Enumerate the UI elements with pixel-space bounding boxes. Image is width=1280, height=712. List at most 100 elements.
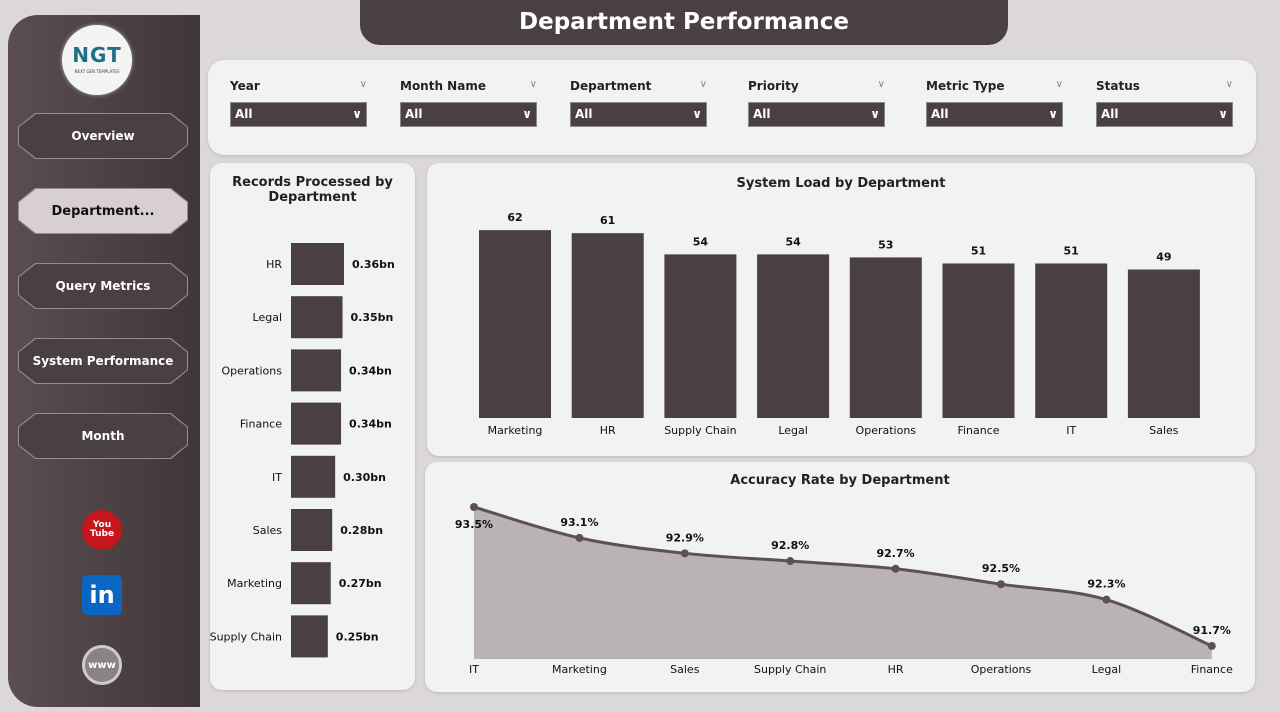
nav-label: Overview — [19, 114, 187, 158]
filter-dropdown[interactable]: All ∨ — [230, 102, 367, 127]
page-title: Department Performance — [360, 0, 1008, 45]
logo-text: NGT — [72, 43, 122, 67]
records-bar[interactable] — [291, 455, 336, 498]
records-bar[interactable] — [291, 402, 342, 445]
x-tick-label: Marketing — [552, 663, 607, 676]
chevron-down-icon[interactable]: ∨ — [359, 79, 367, 90]
bar-data-label: 54 — [693, 235, 709, 248]
globe-icon[interactable]: www — [82, 645, 122, 685]
bar-data-label: 0.34bn — [349, 418, 392, 431]
bar-data-label: 61 — [600, 214, 615, 227]
x-tick-label: Supply Chain — [754, 663, 826, 676]
youtube-icon[interactable]: You Tube — [82, 510, 122, 550]
x-tick-label: Marketing — [488, 424, 543, 437]
records-bar[interactable] — [291, 509, 333, 551]
bar-data-label: 0.34bn — [349, 364, 392, 377]
point-data-label: 92.8% — [771, 539, 809, 552]
chevron-down-icon[interactable]: ∨ — [1055, 79, 1063, 90]
x-tick-label: Finance — [957, 424, 999, 437]
accuracy-point[interactable] — [1102, 595, 1111, 604]
accuracy-point[interactable] — [575, 533, 584, 542]
x-tick-label: Sales — [1149, 424, 1179, 437]
accuracy-point[interactable] — [1207, 641, 1216, 650]
accuracy-point[interactable] — [680, 549, 689, 558]
bar-data-label: 0.27bn — [339, 577, 382, 590]
point-data-label: 92.9% — [666, 531, 704, 544]
system-load-title: System Load by Department — [736, 176, 946, 191]
filter-label: Department — [570, 79, 652, 93]
bar-data-label: 0.35bn — [351, 311, 394, 324]
nav-overviewbutton[interactable]: Overview — [18, 113, 188, 159]
x-tick-label: Legal — [1092, 663, 1121, 676]
accuracy-point[interactable] — [786, 557, 795, 566]
filter-label: Status — [1096, 79, 1140, 93]
records-chart-title: Records Processed by Department — [232, 175, 393, 205]
filter-dropdown[interactable]: All ∨ — [400, 102, 537, 127]
system-load-bar[interactable] — [849, 257, 922, 418]
chevron-down-icon[interactable]: ∨ — [877, 79, 885, 90]
filter-value: All — [575, 107, 593, 121]
chevron-down-icon: ∨ — [870, 107, 880, 121]
x-tick-label: Finance — [1191, 663, 1233, 676]
chevron-down-icon: ∨ — [1218, 107, 1228, 121]
x-tick-label: Operations — [971, 663, 1032, 676]
records-bar[interactable] — [291, 615, 328, 658]
accuracy-point[interactable] — [470, 503, 478, 511]
filter-dropdown[interactable]: All ∨ — [1096, 102, 1233, 127]
system-load-bar[interactable] — [664, 254, 737, 418]
bar-data-label: 51 — [971, 244, 986, 257]
x-tick-label: Operations — [856, 424, 917, 437]
linkedin-icon[interactable]: in — [82, 575, 122, 615]
records-bar[interactable] — [291, 562, 331, 605]
nav-department-button[interactable]: Department... — [18, 188, 188, 234]
filter-priority: Priority ∨ All ∨ — [748, 79, 885, 127]
chevron-down-icon: ∨ — [1048, 107, 1058, 121]
nav-system-performancebutton[interactable]: System Performance — [18, 338, 188, 384]
filter-panel — [208, 60, 1256, 155]
filter-dropdown[interactable]: All ∨ — [926, 102, 1063, 127]
filter-value: All — [1101, 107, 1119, 121]
x-tick-label: IT — [1066, 424, 1076, 437]
nav-query-metricsbutton[interactable]: Query Metrics — [18, 263, 188, 309]
bar-category-label: Marketing — [227, 577, 282, 590]
accuracy-point[interactable] — [997, 580, 1005, 589]
bar-data-label: 49 — [1156, 251, 1171, 264]
filter-label: Year — [230, 79, 260, 93]
system-load-bar[interactable] — [1035, 263, 1108, 418]
bar-data-label: 54 — [785, 235, 801, 248]
bar-category-label: IT — [272, 471, 282, 484]
accuracy-point[interactable] — [891, 564, 900, 573]
system-load-bar[interactable] — [479, 230, 551, 418]
filter-metric-type: Metric Type ∨ All ∨ — [926, 79, 1063, 127]
chevron-down-icon: ∨ — [352, 107, 362, 121]
records-bar[interactable] — [291, 243, 344, 285]
accuracy-title: Accuracy Rate by Department — [730, 473, 950, 488]
records-bar[interactable] — [291, 296, 343, 339]
bar-category-label: Operations — [222, 364, 283, 377]
system-load-bar[interactable] — [757, 254, 830, 418]
nav-monthbutton[interactable]: Month — [18, 413, 188, 459]
chevron-down-icon: ∨ — [692, 107, 702, 121]
point-data-label: 93.5% — [455, 518, 493, 531]
filter-dropdown[interactable]: All ∨ — [748, 102, 885, 127]
accuracy-area — [474, 507, 1212, 659]
bar-data-label: 62 — [507, 211, 522, 224]
system-load-bar[interactable] — [942, 263, 1015, 418]
chevron-down-icon[interactable]: ∨ — [529, 79, 537, 90]
x-tick-label: HR — [600, 424, 616, 437]
nav-label: Month — [19, 414, 187, 458]
system-load-bar[interactable] — [1127, 269, 1200, 418]
records-bar[interactable] — [291, 349, 342, 392]
ngt-logo: NGT NEXT GEN TEMPLATES — [62, 25, 132, 95]
chevron-down-icon[interactable]: ∨ — [699, 79, 707, 90]
filter-dropdown[interactable]: All ∨ — [570, 102, 707, 127]
x-tick-label: HR — [888, 663, 904, 676]
filter-status: Status ∨ All ∨ — [1096, 79, 1233, 127]
filter-year: Year ∨ All ∨ — [230, 79, 367, 127]
system-load-bar[interactable] — [571, 233, 644, 418]
point-data-label: 92.3% — [1087, 578, 1125, 591]
filter-value: All — [931, 107, 949, 121]
chevron-down-icon[interactable]: ∨ — [1225, 79, 1233, 90]
nav-label: Query Metrics — [19, 264, 187, 308]
